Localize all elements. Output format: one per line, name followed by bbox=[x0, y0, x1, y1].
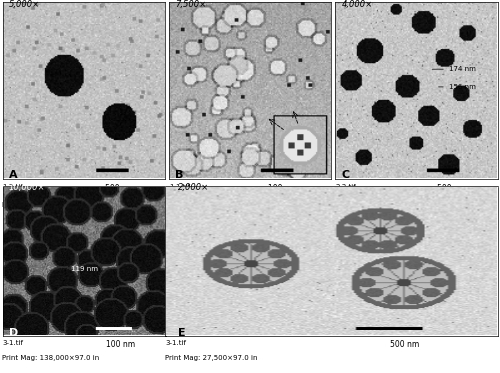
Text: 5,000×: 5,000× bbox=[9, 0, 40, 9]
Text: E: E bbox=[178, 328, 186, 338]
Text: 1-2.tif: 1-2.tif bbox=[2, 184, 24, 190]
Text: C: C bbox=[342, 170, 350, 180]
Text: 3-1.tif: 3-1.tif bbox=[2, 340, 24, 346]
Text: Print Mag: 138,000×97.0 in: Print Mag: 138,000×97.0 in bbox=[2, 355, 100, 361]
Text: 7,500×: 7,500× bbox=[176, 0, 206, 9]
Text: Print mng: 68,800×97.0 in: Print mng: 68,800×97.0 in bbox=[2, 202, 96, 208]
Text: Print Mag: 55,000×97.0 in: Print Mag: 55,000×97.0 in bbox=[335, 202, 428, 208]
Text: 2-2.tif: 2-2.tif bbox=[335, 184, 356, 190]
Text: 119 nm: 119 nm bbox=[72, 266, 99, 272]
Text: 500 nm: 500 nm bbox=[104, 184, 134, 193]
Text: 100 nm: 100 nm bbox=[106, 340, 135, 349]
Text: 2,000×: 2,000× bbox=[178, 184, 210, 192]
Text: 4,000×: 4,000× bbox=[342, 0, 373, 9]
Text: Print Mag: 103,000×97.0 in: Print Mag: 103,000×97.0 in bbox=[169, 202, 266, 208]
Text: 10,000×: 10,000× bbox=[9, 184, 46, 192]
Text: 1-1.tif: 1-1.tif bbox=[169, 184, 190, 190]
Text: 3-1.tif: 3-1.tif bbox=[165, 340, 186, 346]
Text: 500 nm: 500 nm bbox=[438, 184, 466, 193]
Text: 100 nm: 100 nm bbox=[268, 184, 297, 193]
Text: D: D bbox=[9, 328, 18, 338]
Text: 156 nm: 156 nm bbox=[438, 84, 476, 90]
Text: 500 nm: 500 nm bbox=[390, 340, 419, 349]
Text: Print Mag: 27,500×97.0 in: Print Mag: 27,500×97.0 in bbox=[165, 355, 258, 361]
Text: A: A bbox=[9, 170, 18, 180]
Text: 174 nm: 174 nm bbox=[432, 66, 476, 72]
Text: B: B bbox=[176, 170, 184, 180]
